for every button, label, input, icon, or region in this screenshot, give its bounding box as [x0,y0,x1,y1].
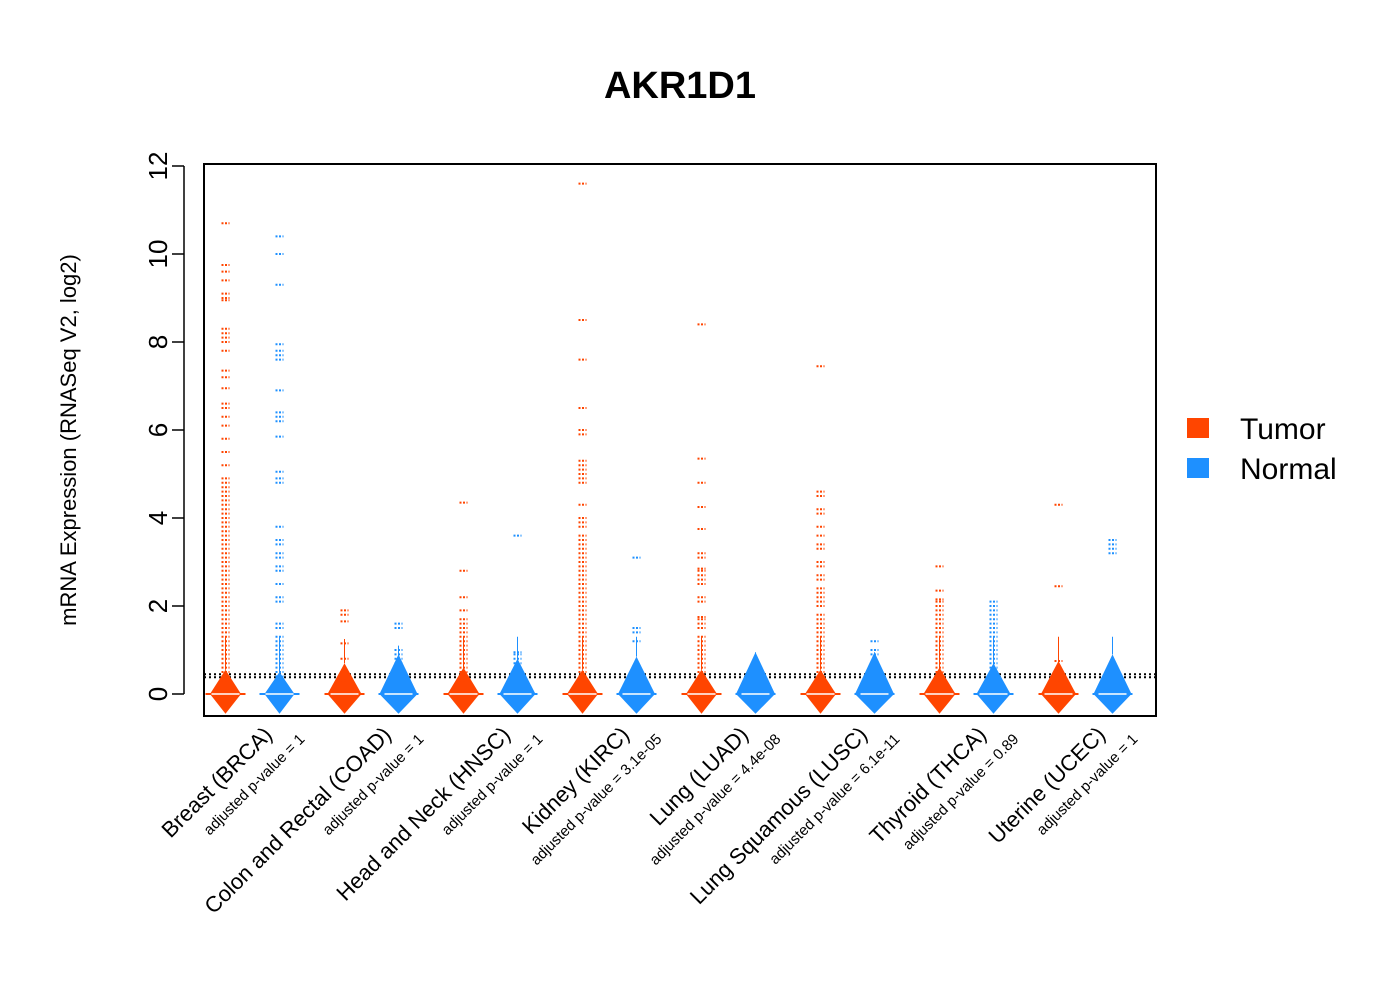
bean-normal [1092,539,1133,714]
bean-normal [616,556,657,714]
bean-tumor [443,501,484,714]
density-shape [736,652,775,714]
density-shape [855,652,894,714]
bean-tumor [919,565,960,714]
bean-tumor [1038,503,1079,714]
y-tick-label: 0 [143,687,173,701]
bean-tumor [205,222,246,714]
plot-frame [203,163,1157,717]
plot-area: 0 2 4 6 8 10 12 Breast (BRCA)adjusted p-value =… [143,152,1157,919]
bean-normal [497,534,538,714]
density-shape [1041,661,1076,714]
density-shape [923,667,956,714]
density-shape [686,669,717,714]
legend: Tumor Normal [1187,413,1337,486]
legend-swatch [1187,458,1209,478]
bean-tumor [324,609,365,714]
y-tick-label: 2 [143,599,173,613]
density-shape [618,656,655,714]
y-tick-label: 4 [143,511,173,525]
density-shape [379,654,418,714]
density-shape [327,663,362,714]
bean-tumor [681,323,722,714]
chart-title: AKR1D1 [604,65,756,107]
density-shape [264,672,295,714]
bean-normal [973,600,1014,714]
density-shape [976,663,1011,714]
bean-normal [735,652,776,714]
y-axis-label: mRNA Expression (RNASeq V2, log2) [56,254,81,626]
legend-label: Normal [1240,453,1337,486]
density-shape [805,669,836,714]
bean-normal [378,622,419,714]
legend-label: Tumor [1240,413,1326,446]
density-shape [447,667,480,714]
y-tick-label: 8 [143,335,173,349]
y-tick-label: 10 [143,240,173,269]
y-tick-label: 12 [143,152,173,181]
legend-swatch [1187,418,1209,438]
density-shape [1093,654,1132,714]
bean-tumor [562,182,603,714]
bean-normal [259,235,300,714]
density-shape [210,669,241,714]
density-shape [567,669,598,714]
bean-tumor [800,365,841,714]
y-axis: 0 2 4 6 8 10 12 [143,152,185,701]
y-tick-label: 6 [143,423,173,437]
bean-normal [854,640,895,714]
density-shape [499,658,536,714]
